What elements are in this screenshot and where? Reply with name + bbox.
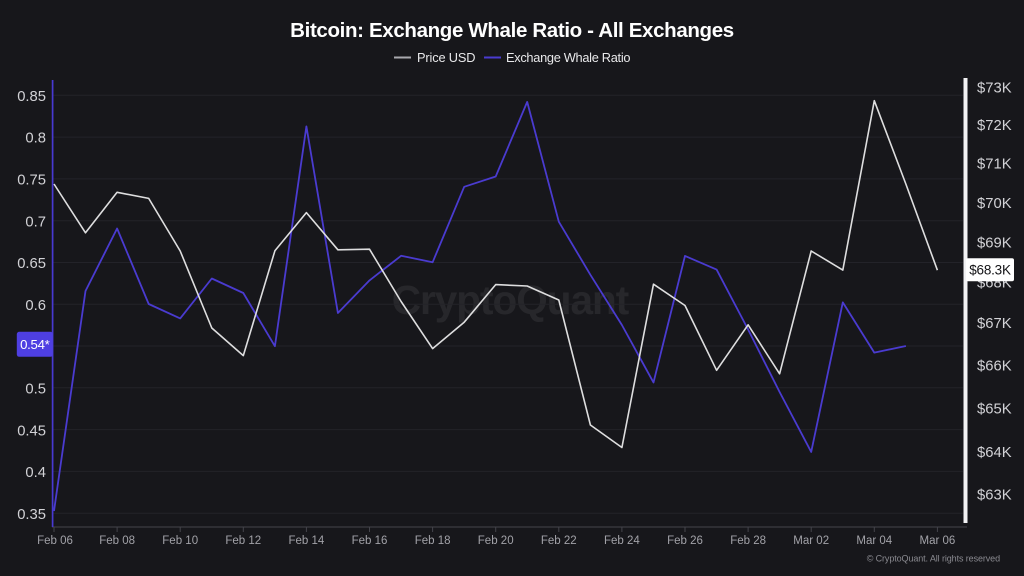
svg-text:0.85: 0.85 bbox=[17, 89, 46, 105]
svg-text:Feb 22: Feb 22 bbox=[541, 535, 577, 547]
svg-text:$71K: $71K bbox=[977, 156, 1012, 172]
svg-text:$63K: $63K bbox=[977, 488, 1012, 504]
svg-text:0.54*: 0.54* bbox=[20, 337, 49, 352]
svg-text:$69K: $69K bbox=[977, 235, 1012, 251]
svg-text:0.45: 0.45 bbox=[17, 423, 46, 439]
svg-text:0.8: 0.8 bbox=[25, 131, 46, 147]
svg-text:$65K: $65K bbox=[977, 402, 1012, 418]
svg-text:Feb 20: Feb 20 bbox=[478, 535, 514, 547]
svg-text:0.65: 0.65 bbox=[17, 256, 46, 272]
svg-text:Feb 08: Feb 08 bbox=[99, 535, 135, 547]
svg-text:0.4: 0.4 bbox=[25, 465, 46, 481]
svg-text:$64K: $64K bbox=[977, 445, 1012, 461]
svg-text:0.5: 0.5 bbox=[25, 382, 46, 398]
svg-text:Feb 28: Feb 28 bbox=[730, 535, 766, 547]
svg-text:$66K: $66K bbox=[977, 359, 1012, 375]
svg-text:Mar 02: Mar 02 bbox=[793, 535, 829, 547]
svg-text:0.7: 0.7 bbox=[25, 214, 46, 230]
svg-text:Feb 24: Feb 24 bbox=[604, 535, 640, 547]
svg-text:Feb 18: Feb 18 bbox=[415, 535, 451, 547]
svg-text:Feb 10: Feb 10 bbox=[162, 535, 198, 547]
svg-text:0.35: 0.35 bbox=[17, 507, 46, 523]
svg-text:Price USD: Price USD bbox=[417, 50, 475, 65]
svg-text:0.6: 0.6 bbox=[25, 298, 46, 314]
svg-text:0.75: 0.75 bbox=[17, 173, 46, 189]
svg-text:Mar 06: Mar 06 bbox=[920, 535, 956, 547]
svg-text:$70K: $70K bbox=[977, 196, 1012, 212]
svg-text:Exchange Whale Ratio: Exchange Whale Ratio bbox=[506, 50, 630, 65]
svg-text:Feb 26: Feb 26 bbox=[667, 535, 703, 547]
svg-text:CryptoQuant: CryptoQuant bbox=[392, 277, 629, 323]
svg-text:Bitcoin: Exchange Whale Ratio: Bitcoin: Exchange Whale Ratio - All Exch… bbox=[290, 19, 734, 42]
svg-text:$68.3K: $68.3K bbox=[969, 262, 1011, 277]
svg-text:Feb 12: Feb 12 bbox=[225, 535, 261, 547]
svg-text:Mar 04: Mar 04 bbox=[856, 535, 892, 547]
svg-text:$67K: $67K bbox=[977, 316, 1012, 332]
svg-text:Feb 06: Feb 06 bbox=[37, 535, 73, 547]
svg-text:© CryptoQuant. All rights rese: © CryptoQuant. All rights reserved bbox=[867, 554, 1000, 564]
svg-text:Feb 16: Feb 16 bbox=[352, 535, 388, 547]
svg-text:Feb 14: Feb 14 bbox=[288, 535, 324, 547]
svg-text:$73K: $73K bbox=[977, 81, 1012, 97]
svg-text:$72K: $72K bbox=[977, 118, 1012, 134]
